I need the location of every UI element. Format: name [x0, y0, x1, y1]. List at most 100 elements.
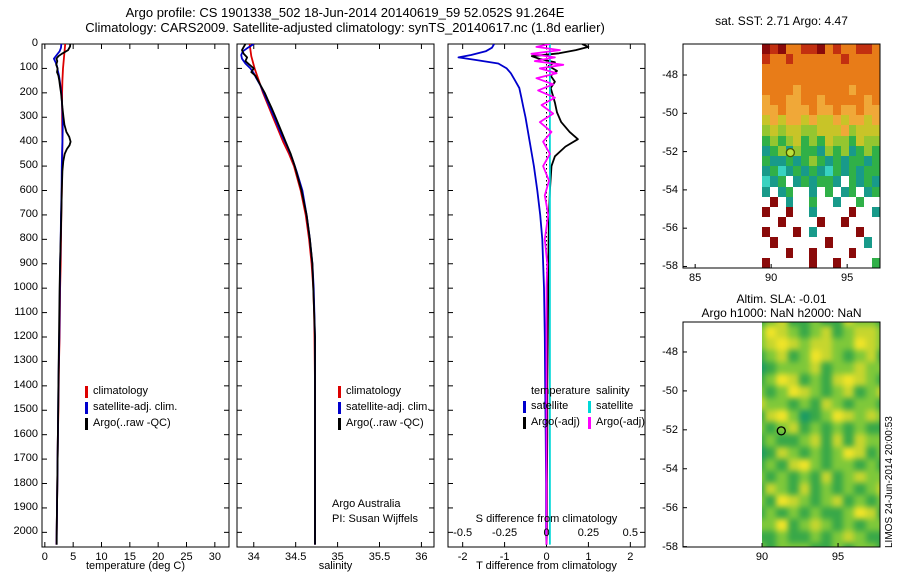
- heatmap-cell: [876, 326, 880, 339]
- heatmap-cell: [765, 338, 777, 351]
- heatmap-cell: [762, 350, 766, 363]
- heatmap-cell: [856, 135, 865, 146]
- heatmap-cell: [777, 64, 786, 75]
- heatmap-cell: [821, 482, 833, 495]
- heatmap-cell: [793, 257, 802, 268]
- heatmap-cell: [872, 186, 880, 197]
- sst_map-image: [762, 44, 880, 268]
- map-y-tick-label: -56: [662, 501, 678, 514]
- heatmap-cell: [809, 518, 821, 531]
- heatmap-cell: [762, 374, 766, 387]
- heatmap-cell: [809, 422, 821, 435]
- heatmap-cell: [843, 350, 855, 363]
- legend-item-label: climatology: [346, 385, 402, 397]
- heatmap-cell: [864, 94, 873, 106]
- heatmap-cell: [840, 115, 849, 126]
- heatmap-cell: [765, 518, 777, 531]
- heatmap-cell: [809, 458, 821, 471]
- heatmap-cell: [793, 125, 802, 136]
- heatmap-cell: [856, 237, 865, 248]
- heatmap-cell: [777, 84, 786, 95]
- heatmap-cell: [856, 94, 865, 106]
- heatmap-cell: [832, 398, 844, 411]
- heatmap-cell: [832, 44, 841, 55]
- heatmap-cell: [801, 196, 810, 207]
- heatmap-cell: [769, 186, 778, 197]
- heatmap-cell: [840, 84, 849, 95]
- x-tick-label: 0: [543, 551, 550, 563]
- heatmap-cell: [793, 196, 802, 207]
- heatmap-cell: [865, 398, 877, 411]
- temperature_profile-plot: [41, 43, 230, 548]
- heatmap-cell: [809, 322, 821, 327]
- heatmap-cell: [854, 374, 866, 387]
- heatmap-cell: [809, 115, 818, 126]
- x-tick-label: 20: [152, 551, 165, 563]
- heatmap-cell: [787, 494, 799, 507]
- y-tick-label: 800: [19, 232, 38, 245]
- legend-item-label: climatology: [93, 385, 149, 397]
- heatmap-cell: [817, 54, 825, 65]
- heatmap-cell: [798, 386, 810, 399]
- heatmap-cell: [854, 434, 866, 447]
- satellite-adj-clim-line: [240, 44, 316, 545]
- heatmap-cell: [769, 176, 778, 187]
- heatmap-cell: [848, 217, 857, 228]
- heatmap-cell: [824, 74, 833, 85]
- heatmap-cell: [787, 506, 799, 519]
- heatmap-cell: [864, 54, 873, 65]
- map-x-tick-label: 85: [689, 272, 702, 284]
- heatmap-cell: [832, 494, 844, 507]
- heatmap-cell: [809, 186, 818, 197]
- heatmap-cell: [785, 196, 794, 207]
- heatmap-cell: [762, 257, 770, 268]
- heatmap-cell: [832, 350, 844, 363]
- heatmap-cell: [840, 145, 849, 156]
- map-y-tick-label: -50: [662, 384, 678, 397]
- legend-item-label: satellite: [531, 400, 569, 412]
- heatmap-cell: [832, 237, 841, 248]
- heatmap-cell: [787, 410, 799, 423]
- heatmap-cell: [865, 458, 877, 471]
- heatmap-cell: [872, 155, 880, 167]
- heatmap-cell: [832, 196, 841, 207]
- heatmap-cell: [777, 155, 786, 167]
- heatmap-cell: [798, 542, 810, 547]
- heatmap-cell: [787, 350, 799, 363]
- heatmap-cell: [776, 386, 788, 399]
- heatmap-cell: [856, 125, 865, 136]
- y-tick-label: 100: [19, 61, 38, 74]
- heatmap-cell: [765, 322, 777, 327]
- heatmap-cell: [821, 470, 833, 483]
- secondary-tick-label: 0: [543, 527, 550, 539]
- heatmap-cell: [817, 94, 825, 106]
- heatmap-cell: [876, 338, 880, 351]
- legend-marker: [338, 386, 341, 398]
- heatmap-cell: [876, 398, 880, 411]
- heatmap-cell: [785, 186, 794, 197]
- heatmap-cell: [876, 386, 880, 399]
- y-tick-label: 1800: [13, 476, 38, 489]
- heatmap-cell: [793, 155, 802, 167]
- y-tick-label: 200: [19, 85, 38, 98]
- y-tick-label: 0: [31, 37, 38, 49]
- heatmap-cell: [777, 257, 786, 268]
- heatmap-cell: [776, 422, 788, 435]
- heatmap-cell: [817, 155, 825, 167]
- heatmap-cell: [793, 105, 802, 116]
- secondary-axis-label: S difference from climatology: [475, 513, 618, 525]
- heatmap-cell: [840, 196, 849, 207]
- map-y-tick-label: -52: [662, 423, 678, 436]
- heatmap-cell: [776, 374, 788, 387]
- climatology-line: [248, 44, 316, 545]
- x-tick-label: 34: [247, 551, 260, 563]
- heatmap-cell: [801, 115, 810, 126]
- heatmap-cell: [840, 227, 849, 238]
- heatmap-cell: [843, 374, 855, 387]
- heatmap-cell: [801, 74, 810, 85]
- heatmap-cell: [765, 458, 777, 471]
- heatmap-cell: [801, 247, 810, 258]
- heatmap-cell: [821, 338, 833, 351]
- heatmap-cell: [843, 446, 855, 459]
